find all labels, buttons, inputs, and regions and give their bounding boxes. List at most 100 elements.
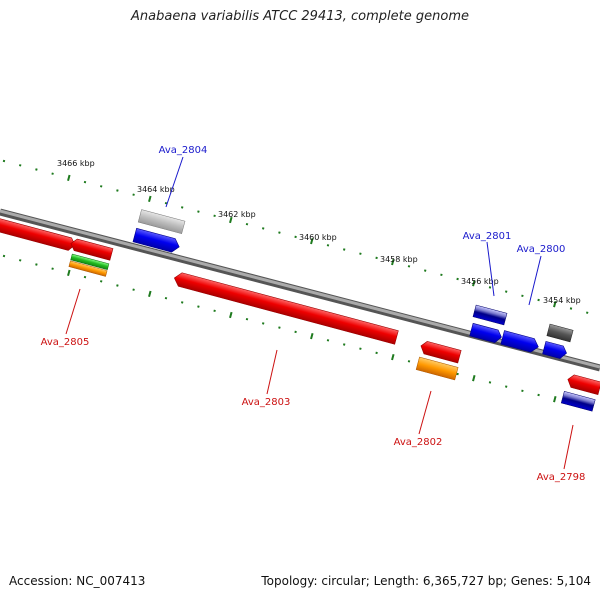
inner-track-minor-tick xyxy=(180,301,184,304)
outer-track-minor-tick xyxy=(488,286,492,289)
outer-track-minor-tick xyxy=(278,231,281,234)
inner-track-minor-tick xyxy=(18,259,22,262)
inner-track-minor-tick xyxy=(537,393,540,397)
outer-track-minor-tick xyxy=(585,311,589,314)
tick-label-3454: 3454 kbp xyxy=(543,296,581,305)
outer-track-minor-tick xyxy=(504,290,508,293)
inner-track-minor-tick xyxy=(407,360,411,363)
inner-track-minor-tick xyxy=(359,347,362,350)
outer-track-minor-tick xyxy=(99,185,103,188)
tick-label-3462: 3462 kbp xyxy=(218,210,256,219)
tick-label-3464: 3464 kbp xyxy=(137,185,175,194)
outer-track-major-tick xyxy=(391,258,395,266)
inner-track-minor-tick xyxy=(83,275,87,279)
inner-track-minor-tick xyxy=(488,381,492,384)
leader-line-ava-2804 xyxy=(165,156,184,208)
gene-feature-ava-2802 xyxy=(415,341,462,381)
outer-track-minor-tick xyxy=(35,168,38,171)
inner-track-major-tick xyxy=(391,353,395,361)
inner-track-major-tick xyxy=(553,396,557,403)
leader-line-ava-2800 xyxy=(528,255,542,306)
outer-track-minor-tick xyxy=(423,269,427,272)
outer-track-minor-tick xyxy=(342,248,346,251)
inner-track-minor-tick xyxy=(504,385,508,388)
inner-track-minor-tick xyxy=(213,309,216,313)
tick-label-3456: 3456 kbp xyxy=(461,277,499,286)
outer-track-minor-tick xyxy=(51,172,54,175)
gene-feature-ava-2804 xyxy=(132,209,186,253)
inner-tick-track xyxy=(2,254,589,409)
inner-track-minor-tick xyxy=(278,326,281,329)
inner-track-minor-tick xyxy=(521,389,524,393)
outer-track-minor-tick xyxy=(180,206,184,209)
tick-label-3466: 3466 kbp xyxy=(57,159,95,168)
inner-track-minor-tick xyxy=(197,305,200,308)
gene-label-ava-2800[interactable]: Ava_2800 xyxy=(517,244,566,255)
outer-track-minor-tick xyxy=(359,252,362,255)
inner-track-minor-tick xyxy=(164,296,168,300)
leader-line-ava-2802 xyxy=(418,390,432,435)
gene-label-ava-2803[interactable]: Ava_2803 xyxy=(242,397,291,408)
outer-track-minor-tick xyxy=(83,180,87,184)
leader-line-ava-2801 xyxy=(486,241,495,297)
outer-track-minor-tick xyxy=(326,244,330,247)
gene-label-ava-2798[interactable]: Ava_2798 xyxy=(537,472,586,483)
outer-tick-track xyxy=(2,159,589,314)
outer-track-minor-tick xyxy=(375,256,378,260)
leader-line-ava-2805 xyxy=(65,288,81,335)
inner-track-minor-tick xyxy=(294,330,297,334)
outer-track-minor-tick xyxy=(537,298,540,302)
gene-feature-ava-2798 xyxy=(560,374,600,412)
inner-track-major-tick xyxy=(229,311,233,319)
gene-label-ava-2802[interactable]: Ava_2802 xyxy=(394,437,443,448)
gene-label-ava-2805[interactable]: Ava_2805 xyxy=(41,337,90,348)
outer-track-major-tick xyxy=(67,174,71,182)
inner-track-minor-tick xyxy=(261,322,265,325)
outer-track-minor-tick xyxy=(2,159,6,163)
outer-track-minor-tick xyxy=(245,222,249,226)
gene-feature-ava-2801 xyxy=(469,304,508,343)
inner-track-minor-tick xyxy=(326,339,330,342)
outer-track-major-tick xyxy=(553,301,557,308)
outer-track-minor-tick xyxy=(18,164,22,167)
gene-label-ava-2804[interactable]: Ava_2804 xyxy=(159,145,208,156)
outer-track-minor-tick xyxy=(116,189,119,192)
gene-feature-ava-2803 xyxy=(173,272,399,345)
outer-track-minor-tick xyxy=(521,294,524,298)
outer-track-major-tick xyxy=(148,195,152,203)
leader-line-ava-2798 xyxy=(563,424,574,470)
outer-track-minor-tick xyxy=(213,214,216,218)
map-title: Anabaena variabilis ATCC 29413, complete… xyxy=(131,9,469,24)
outer-track-major-tick xyxy=(310,237,314,245)
outer-track-minor-tick xyxy=(440,273,443,277)
inner-track-minor-tick xyxy=(375,351,378,355)
outer-track-minor-tick xyxy=(197,210,200,213)
tick-label-3458: 3458 kbp xyxy=(380,255,418,264)
inner-track-major-tick xyxy=(67,269,71,277)
outer-track-minor-tick xyxy=(294,235,297,239)
gene-feature-ava-2800 xyxy=(500,323,574,359)
inner-track-minor-tick xyxy=(35,263,38,266)
accession-text: Accession: NC_007413 xyxy=(9,574,146,588)
outer-track-minor-tick xyxy=(261,227,265,230)
inner-track-major-tick xyxy=(472,375,476,382)
genome-backbone xyxy=(0,208,600,372)
inner-track-minor-tick xyxy=(245,317,249,321)
genome-summary-text: Topology: circular; Length: 6,365,727 bp… xyxy=(261,574,591,588)
inner-track-minor-tick xyxy=(2,254,6,258)
inner-track-minor-tick xyxy=(132,288,135,291)
inner-track-major-tick xyxy=(148,290,152,298)
gene-feature-ava-2805-region xyxy=(0,217,114,277)
inner-track-minor-tick xyxy=(99,280,103,283)
outer-track-major-tick xyxy=(472,280,476,287)
inner-track-minor-tick xyxy=(116,284,119,287)
outer-track-minor-tick xyxy=(407,265,411,268)
inner-track-minor-tick xyxy=(342,343,346,346)
gene-label-ava-2801[interactable]: Ava_2801 xyxy=(463,231,512,242)
outer-track-major-tick xyxy=(229,216,233,224)
tick-label-3460: 3460 kbp xyxy=(299,233,337,242)
inner-track-minor-tick xyxy=(51,267,54,270)
inner-track-major-tick xyxy=(310,332,314,340)
leader-line-ava-2803 xyxy=(266,349,278,395)
